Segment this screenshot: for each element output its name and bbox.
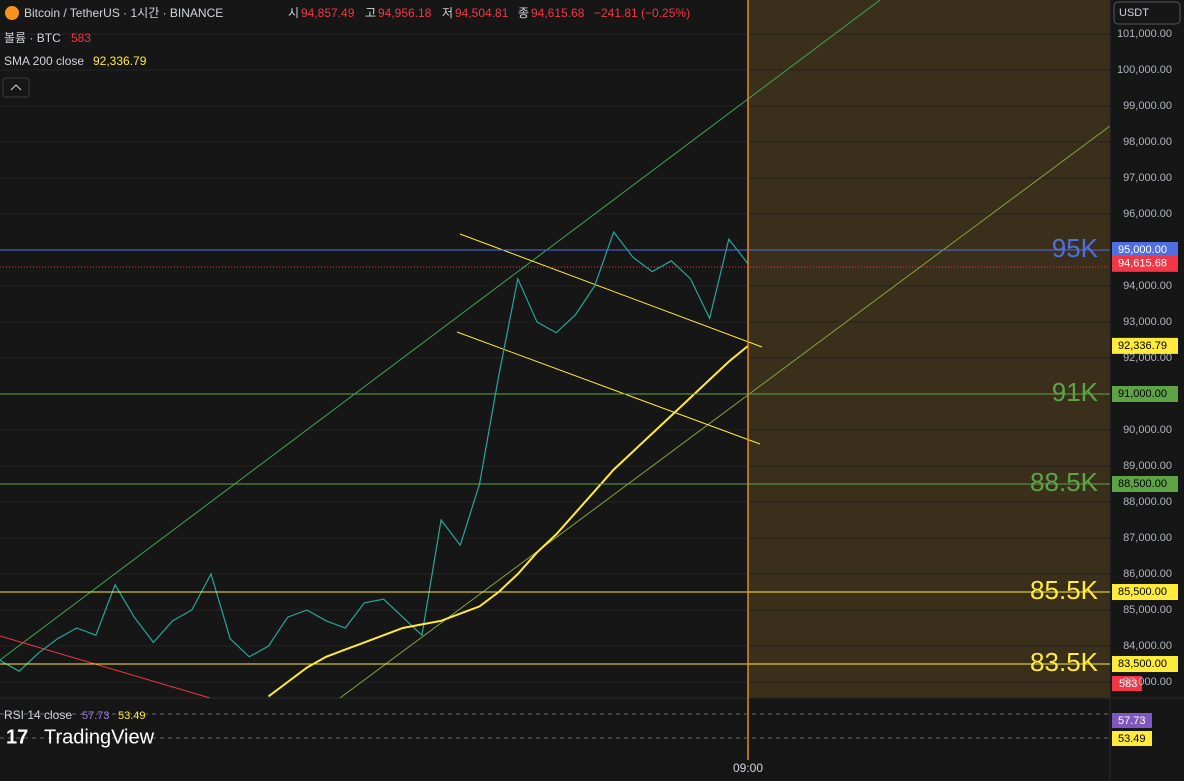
value: 57.73	[82, 710, 110, 722]
price-tag	[1112, 584, 1178, 601]
price-tag-label: 85,500.00	[1118, 586, 1167, 598]
label: RSI 14 close	[4, 708, 72, 722]
level-label: 88.5K	[1030, 467, 1099, 497]
label: 시	[288, 6, 299, 20]
rsi-ma-tag-label: 53.49	[1118, 733, 1146, 745]
y-tick-label: 98,000.00	[1123, 136, 1172, 148]
price-tag	[1112, 386, 1178, 403]
symbol: Bitcoin / TetherUS · 1시간 · BINANCE	[24, 6, 223, 20]
change: −241.81 (−0.25%)	[594, 6, 690, 20]
y-tick-label: 92,000.00	[1123, 352, 1172, 364]
trendline	[339, 125, 1110, 698]
y-tick-label: 93,000.00	[1123, 316, 1172, 328]
level-label: 83.5K	[1030, 647, 1099, 677]
y-tick-label: 94,000.00	[1123, 280, 1172, 292]
coin-icon	[5, 6, 19, 20]
trendline	[0, 0, 881, 661]
rsi-pane: RSI 14 close 57.73 53.49 57.73 53.49 17 …	[0, 708, 1152, 748]
y-tick-label: 90,000.00	[1123, 424, 1172, 436]
y-tick-label: 88,000.00	[1123, 496, 1172, 508]
label: 저	[442, 6, 453, 20]
price-tag	[1112, 476, 1178, 493]
y-tick-label: 84,000.00	[1123, 640, 1172, 652]
price-tag-label: 91,000.00	[1118, 388, 1167, 400]
value: 94,956.18	[378, 6, 432, 20]
level-label: 95K	[1052, 233, 1099, 263]
y-tick-label: 99,000.00	[1123, 100, 1172, 112]
level-label: 85.5K	[1030, 575, 1099, 605]
value: 53.49	[118, 710, 146, 722]
collapse-button[interactable]	[2, 77, 30, 98]
price-tag	[1112, 255, 1178, 272]
volume-tag	[1112, 676, 1142, 691]
price-tag	[1112, 656, 1178, 673]
y-tick-label: 89,000.00	[1123, 460, 1172, 472]
label: 종	[518, 6, 529, 20]
trendline	[0, 635, 211, 698]
label: 볼륨 · BTC	[4, 31, 61, 45]
rsi-ma-tag	[1112, 731, 1152, 746]
rsi-tag	[1112, 713, 1152, 728]
value: 583	[71, 31, 91, 45]
level-label: 91K	[1052, 377, 1099, 407]
price-tag-label: 94,615.68	[1118, 258, 1167, 270]
value: 94,504.81	[455, 6, 509, 20]
value: 94,615.68	[531, 6, 585, 20]
series-line	[0, 230, 749, 672]
y-tick-label: 96,000.00	[1123, 208, 1172, 220]
label: SMA 200 close	[4, 54, 84, 68]
y-tick-label: 97,000.00	[1123, 172, 1172, 184]
plot	[0, 0, 1110, 698]
price-tag-label: 92,336.79	[1118, 340, 1167, 352]
price-tag	[1112, 337, 1178, 354]
future-zone	[748, 0, 1110, 698]
price-tag-label: 88,500.00	[1118, 478, 1167, 490]
y-tick-label: 100,000.00	[1117, 64, 1172, 76]
logo-mark: 17	[6, 726, 28, 748]
rsi-tag-label: 57.73	[1118, 715, 1146, 727]
series-line	[267, 345, 749, 698]
price-tag-label: 83,500.00	[1118, 658, 1167, 670]
currency: USDT	[1119, 7, 1149, 19]
value: 92,336.79	[93, 54, 147, 68]
price-tag	[1112, 241, 1178, 258]
price-tag-label: 95,000.00	[1118, 244, 1167, 256]
volume-tag-label: 583	[1119, 678, 1137, 690]
channel-line	[459, 233, 763, 348]
header: Bitcoin / TetherUS · 1시간 · BINANCE 시 94,…	[2, 1, 1181, 98]
x-tick-label: 09:00	[733, 761, 763, 775]
y-tick-label: 101,000.00	[1117, 28, 1172, 40]
y-tick-label: 85,000.00	[1123, 604, 1172, 616]
logo: TradingView	[44, 726, 155, 748]
chevron	[10, 84, 22, 91]
value: 94,857.49	[301, 6, 355, 20]
y-tick-label: 83,000.00	[1123, 676, 1172, 688]
label: 고	[365, 6, 376, 20]
y-tick-label: 87,000.00	[1123, 532, 1172, 544]
channel-line	[456, 331, 761, 445]
y-tick-label: 86,000.00	[1123, 568, 1172, 580]
currency-button[interactable]	[1113, 1, 1181, 25]
